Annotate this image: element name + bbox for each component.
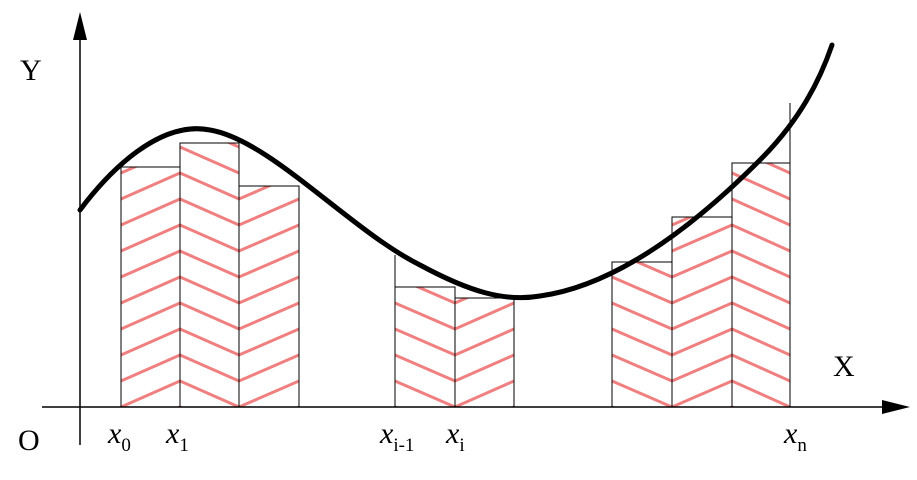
hatch [455,298,514,407]
y-axis-label: Y [20,54,42,87]
hatch [239,186,299,407]
partition-label: xi-1 [379,417,414,456]
label-subscript: 1 [179,435,189,456]
x-arrow [882,400,910,414]
label-variable: x [107,417,122,450]
label-variable: x [379,417,394,450]
label-subscript: 0 [121,435,131,456]
hatch [395,287,455,407]
partition-labels: x0 x1 xi-1 xi xn [107,417,807,456]
partition-label: xn [783,417,807,456]
partition-label: x1 [165,417,189,456]
hatch [121,167,180,407]
origin-label: O [18,424,40,457]
label-subscript: i [459,435,464,456]
function-curve [77,42,835,301]
x-axis-label: X [833,350,855,383]
hatch [732,163,790,407]
label-subscript: i-1 [393,435,414,456]
hatch [180,143,239,407]
hatch [612,262,672,407]
label-variable: x [445,417,460,450]
hatch [672,217,732,407]
label-subscript: n [797,435,807,456]
partition-label: xi [445,417,465,456]
label-variable: x [783,417,798,450]
riemann-rectangles [120,142,791,408]
label-variable: x [165,417,180,450]
partition-label: x0 [107,417,131,456]
y-arrow [73,12,87,40]
